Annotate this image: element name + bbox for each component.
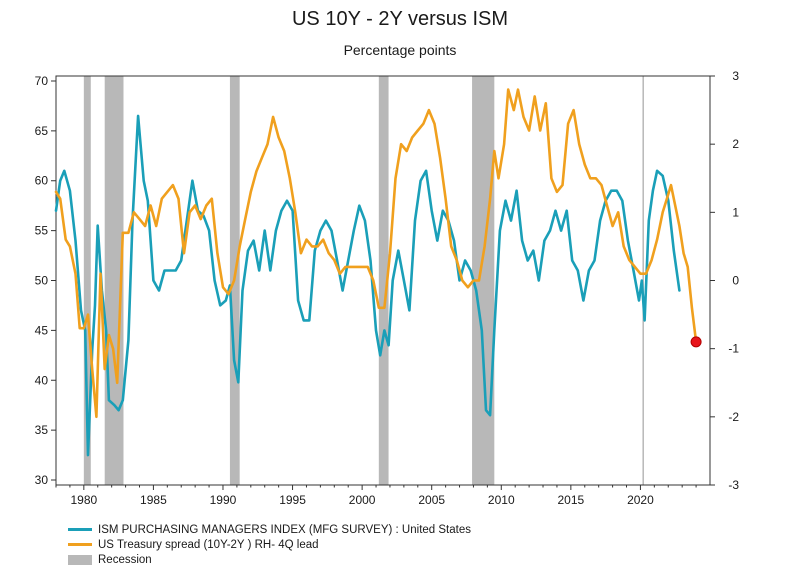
series-line-ism	[54, 114, 681, 457]
y-right-tick-label-3: 0	[732, 274, 739, 288]
latest-point-marker	[690, 336, 702, 348]
legend-item-ism: ISM PURCHASING MANAGERS INDEX (MFG SURVE…	[68, 522, 471, 537]
legend-label-ism: ISM PURCHASING MANAGERS INDEX (MFG SURVE…	[98, 523, 471, 536]
legend-swatch-ism	[68, 528, 92, 531]
legend: ISM PURCHASING MANAGERS INDEX (MFG SURVE…	[68, 522, 471, 567]
legend-label-recession: Recession	[98, 553, 152, 566]
legend-swatch-recession	[68, 554, 92, 565]
y-right-tick-label-5: 2	[732, 137, 739, 151]
x-tick-label-3: 1995	[279, 493, 306, 507]
y-left-tick-label-7: 65	[35, 124, 49, 138]
y-left-tick-label-4: 50	[35, 274, 49, 288]
x-tick-label-6: 2010	[488, 493, 515, 507]
legend-label-spread: US Treasury spread (10Y-2Y ) RH- 4Q lead	[98, 538, 319, 551]
chart-subtitle: Percentage points	[343, 42, 457, 58]
y-left-tick-label-1: 35	[35, 423, 49, 437]
y-left-tick-label-5: 55	[35, 224, 49, 238]
legend-item-spread: US Treasury spread (10Y-2Y ) RH- 4Q lead	[68, 537, 471, 552]
x-tick-label-0: 1980	[70, 493, 97, 507]
y-right-tick-label-4: 1	[732, 205, 739, 219]
recession-band-4	[472, 76, 495, 485]
x-tick-label-4: 2000	[349, 493, 376, 507]
x-tick-label-2: 1990	[210, 493, 237, 507]
y-right-tick-label-6: 3	[732, 69, 739, 83]
legend-item-recession: Recession	[68, 552, 471, 567]
y-right-tick-label-2: -1	[728, 342, 739, 356]
y-right-tick-label-1: -2	[728, 410, 739, 424]
x-tick-label-8: 2020	[627, 493, 654, 507]
series-line-spread	[54, 88, 698, 419]
recession-band-3	[378, 76, 389, 485]
x-tick-label-7: 2015	[557, 493, 584, 507]
y-left-tick-label-6: 60	[35, 174, 49, 188]
y-left-tick-label-0: 30	[35, 473, 49, 487]
legend-swatch-spread	[68, 543, 92, 546]
y-right-tick-label-0: -3	[728, 478, 739, 492]
y-left-tick-label-2: 40	[35, 373, 49, 387]
chart-title: US 10Y - 2Y versus ISM	[291, 8, 508, 30]
y-left-tick-label-8: 70	[35, 74, 49, 88]
recession-band-0	[83, 76, 91, 485]
x-tick-label-5: 2005	[418, 493, 445, 507]
y-left-tick-label-3: 45	[35, 323, 49, 337]
x-tick-label-1: 1985	[140, 493, 167, 507]
